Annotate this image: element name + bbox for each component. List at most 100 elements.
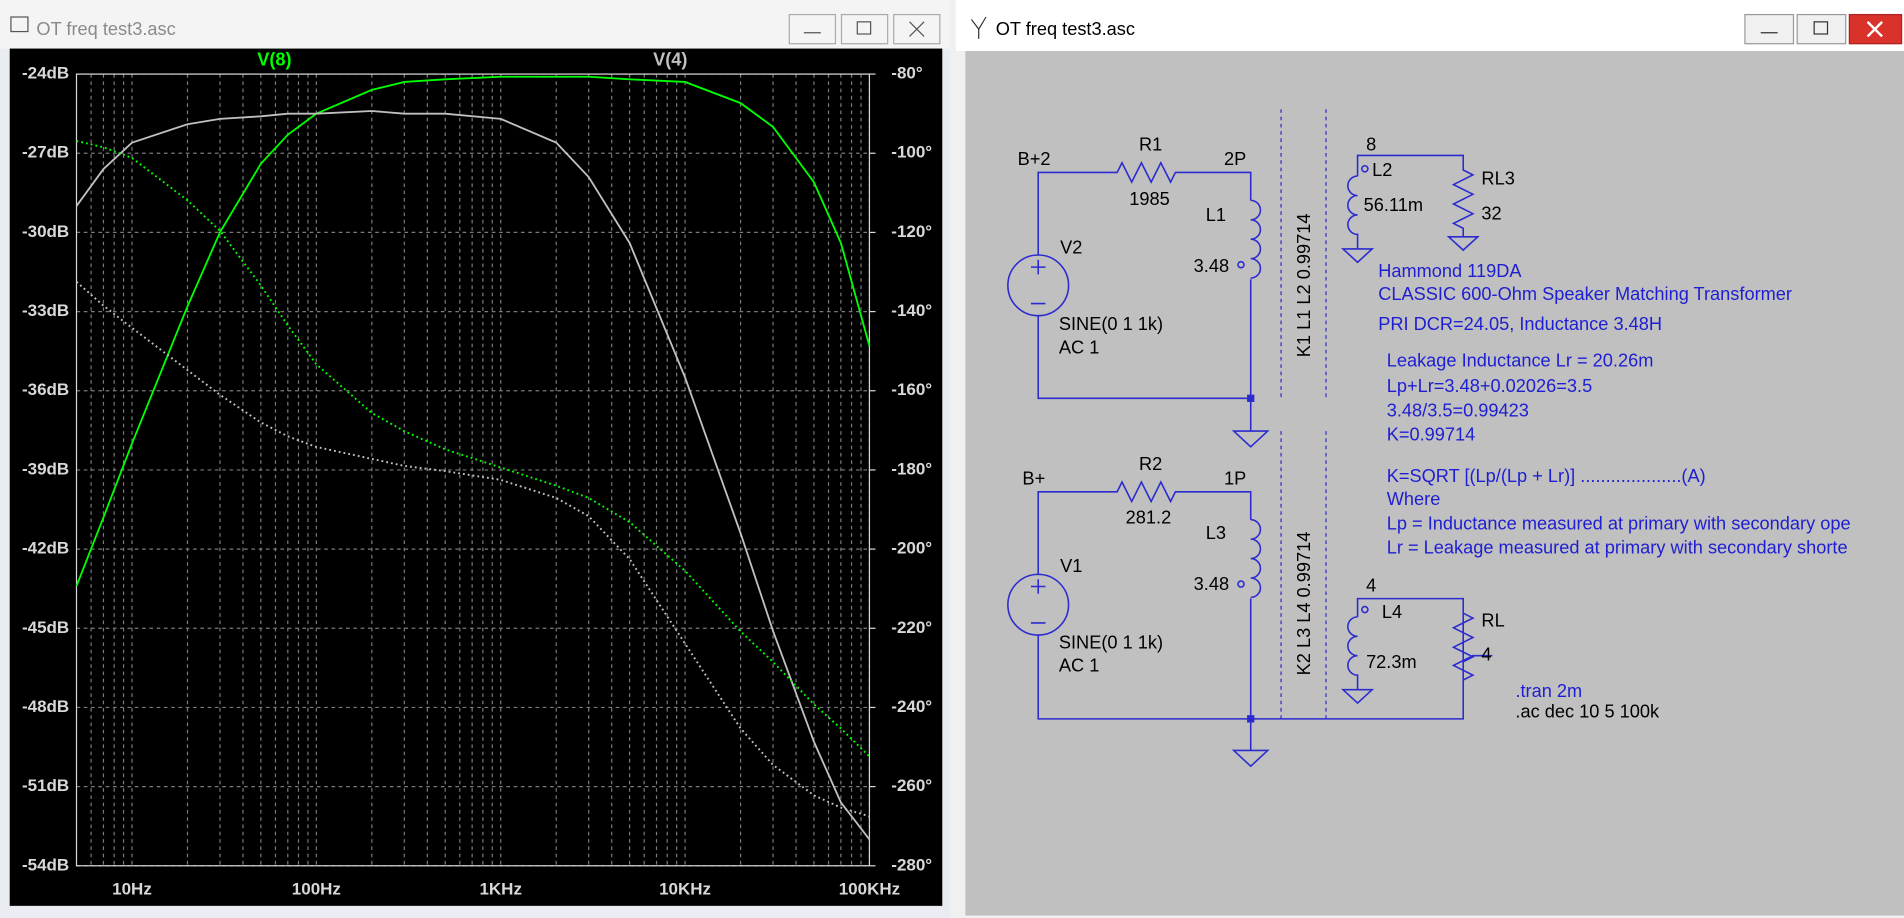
y-tick-label: -33dB [22,301,69,320]
y2-tick-label: -140° [891,301,932,320]
series-line [75,281,870,818]
dot [1361,164,1369,173]
schematic-label: 56.11m [1364,195,1423,215]
icon [856,21,872,35]
wire [1231,597,1493,768]
schematic-label: Leakage Inductance Lr = 20.26m [1387,351,1654,371]
schematic-label: 8 [1366,135,1376,155]
dot [1361,605,1369,614]
schematic-label: B+2 [1018,149,1051,169]
plot-frame [75,73,871,867]
schematic-label: L2 [1372,160,1392,180]
schematic-label: .ac dec 10 5 100k [1515,702,1660,722]
schematic-label: B+ [1022,468,1045,488]
y2-tick-label: -240° [891,697,932,716]
schematic-label: 3.48 [1194,574,1229,594]
close-button[interactable] [1848,13,1903,45]
y-tick-label: -42dB [22,539,69,558]
schematic-label: L3 [1206,523,1226,543]
maximize-button[interactable] [840,13,889,45]
window-buttons [1744,13,1903,45]
schematic-label: L1 [1206,205,1226,225]
window-title: OT freq test3.asc [36,19,175,39]
schematic-label: R2 [1139,454,1162,474]
y2-tick-label: -180° [891,459,932,478]
series-line [75,75,871,587]
inductor [1250,199,1262,279]
y-tick-label: -39dB [22,459,69,478]
icon [909,21,925,37]
app-icon [970,16,987,39]
schematic-label: K1 L1 L2 0.99714 [1294,213,1314,357]
secondary [1340,154,1480,264]
voltage-source [1007,254,1070,317]
schematic-label: K2 L3 L4 0.99714 [1294,532,1314,676]
y-tick-label: -45dB [22,618,69,637]
wire [1037,480,1252,720]
x-tick-label: 100KHz [839,880,900,899]
schematic-labels: B+2 R1 1985 2P L1 3.48 V2 SINE(0 1 1k) AC 1 K1 L1… [1018,135,1851,722]
schematic-label: Where [1387,489,1441,509]
series-line [75,110,871,840]
schematic-drawing [1007,109,1493,768]
schematic-label: 4 [1366,575,1376,595]
schematic-label: 3.48 [1194,256,1229,276]
schematic-label: AC 1 [1059,655,1099,675]
schematic-label: Lp = Inductance measured at primary with… [1387,513,1851,533]
y2-tick-label: -200° [891,539,932,558]
plot: 10Hz 100Hz 1KHz 10KHz 100KHz -24dB -27dB -30dB -… [22,50,932,899]
legend-entry: V(8) [257,50,291,70]
schematic-label: L4 [1382,602,1402,622]
y-tick-label: -30dB [22,222,69,241]
schematic-label: 32 [1481,204,1501,224]
schematic-label: K=SQRT [(Lp/(Lp + Lr)] .................… [1387,466,1706,486]
app-icon [10,16,29,33]
minimize-button[interactable] [788,13,837,45]
y-tick-label: -51dB [22,776,69,795]
window-buttons [788,13,941,45]
y-tick-label: -48dB [22,697,69,716]
polarity [1030,579,1046,624]
icon [1813,21,1829,35]
window-title: OT freq test3.asc [996,19,1135,39]
y2-tick-label: -120° [891,222,932,241]
schematic-label: 2P [1224,149,1246,169]
y2-tick-label: -100° [891,143,932,162]
minimize-button[interactable] [1744,13,1795,45]
schematic-label: SINE(0 1 1k) [1059,314,1163,334]
schematic-label: Lp+Lr=3.48+0.02026=3.5 [1387,376,1592,396]
x-tick-label: 10KHz [659,880,711,899]
schematic-label: 4 [1481,645,1491,665]
plot-area [9,48,943,906]
schematic-label: 1P [1224,468,1246,488]
schematic-label: Hammond 119DA [1378,261,1522,281]
schematic-label: RL3 [1481,169,1514,189]
x-tick-label: 1KHz [479,880,522,899]
ground [1231,398,1270,448]
schematic-label: PRI DCR=24.05, Inductance 3.48H [1378,314,1662,334]
resistor [1451,612,1475,663]
polarity [1030,259,1046,305]
y2-tick-label: -80° [891,64,923,83]
maximize-button[interactable] [1796,13,1847,45]
y2-tick-label: -220° [891,618,932,637]
y-tick-label: -27dB [22,143,69,162]
schematic-label: 281.2 [1126,507,1172,527]
y-tick-label: -54dB [22,855,69,874]
icon [1866,20,1884,38]
x-tick-label: 10Hz [112,880,152,899]
schematic-label: 3.48/3.5=0.99423 [1387,400,1529,420]
schematic-label: R1 [1139,135,1162,155]
y-tick-label: -24dB [22,64,69,83]
schematic-label: SINE(0 1 1k) [1059,632,1163,652]
y2-tick-label: -260° [891,776,932,795]
y2-tick-label: -160° [891,380,932,399]
inductor [1340,616,1375,705]
schematic-label: 72.3m [1366,652,1417,672]
y2-tick-label: -280° [891,855,932,874]
schematic-label: CLASSIC 600-Ohm Speaker Matching Transfo… [1378,284,1792,304]
dot [1237,260,1245,269]
dot [1237,580,1245,588]
